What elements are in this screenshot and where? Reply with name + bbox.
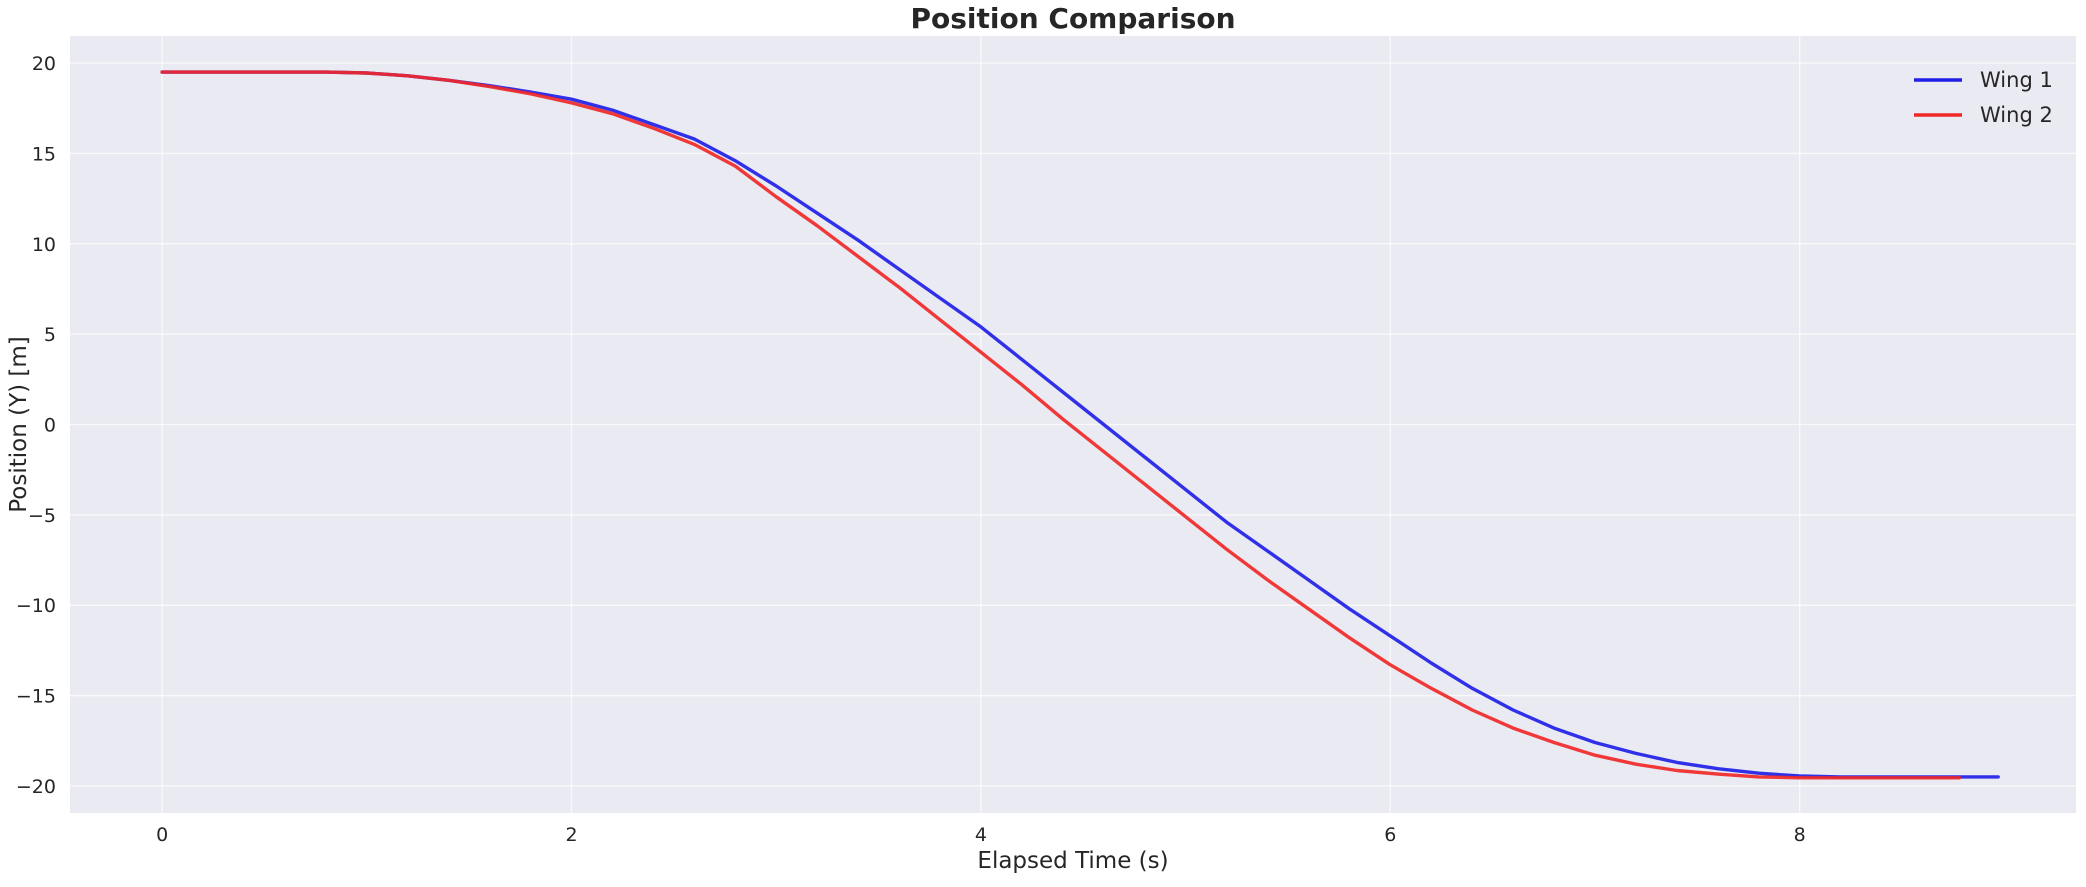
- y-tick-label: 5: [44, 324, 56, 346]
- y-tick-label: 0: [44, 415, 56, 437]
- x-tick-label: 6: [1384, 824, 1396, 846]
- legend-label-wing-2: Wing 2: [1980, 103, 2053, 127]
- series-line-wing-2: [160, 70, 1961, 780]
- legend-label-wing-1: Wing 1: [1980, 68, 2053, 92]
- y-tick-label: −10: [16, 595, 56, 617]
- x-axis-label: Elapsed Time (s): [977, 848, 1168, 874]
- x-tick-label: 8: [1794, 824, 1806, 846]
- x-tick-label: 4: [975, 824, 987, 846]
- y-axis-label: Position (Y) [m]: [6, 336, 32, 513]
- legend: Wing 1 Wing 2: [1914, 68, 2053, 127]
- y-tick-label: −15: [16, 686, 56, 708]
- chart-title: Position Comparison: [910, 2, 1235, 35]
- x-tick-label: 0: [156, 824, 168, 846]
- tick-labels: 0 2 4 6 8 20 15 10 5 0 −5 −10 −15 −20: [16, 53, 1806, 846]
- x-tick-label: 2: [565, 824, 577, 846]
- y-tick-label: 10: [32, 234, 56, 256]
- grid-lines: [70, 36, 2076, 813]
- y-tick-label: 20: [32, 53, 56, 75]
- series-layer: [160, 70, 2000, 780]
- y-tick-label: 15: [32, 143, 56, 165]
- y-tick-label: −20: [16, 776, 56, 798]
- y-tick-label: −5: [28, 505, 56, 527]
